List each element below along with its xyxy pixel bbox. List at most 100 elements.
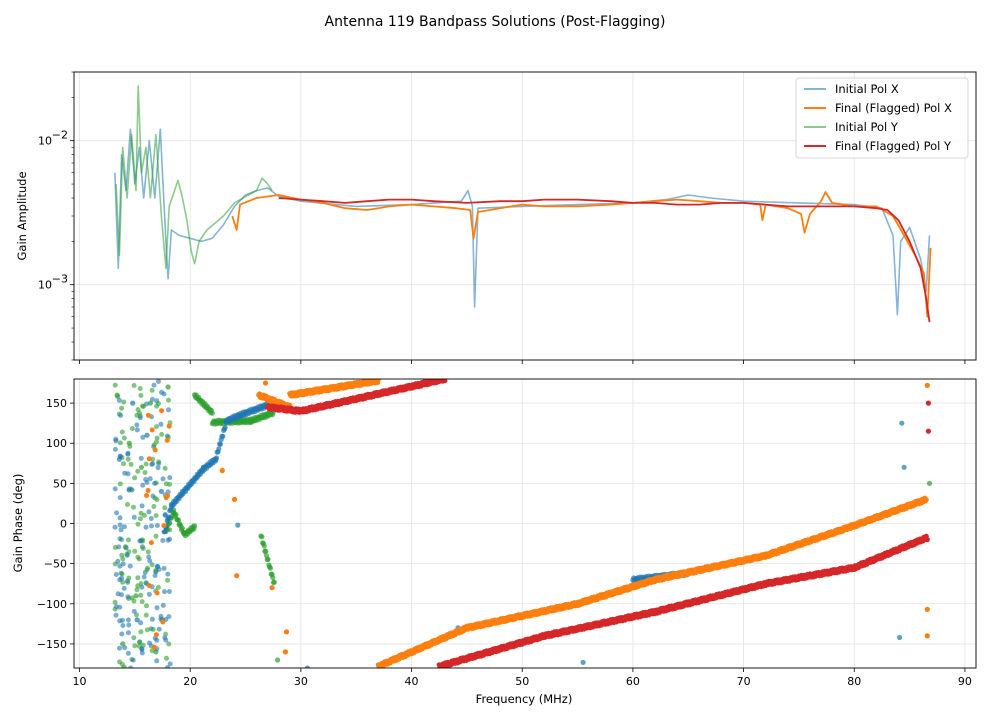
phase-point (150, 626, 156, 632)
amp-ytick-label: 10 (38, 135, 52, 148)
phase-point (113, 604, 119, 610)
phase-point (112, 524, 118, 530)
phase-point (122, 544, 128, 550)
phase-point (153, 533, 159, 539)
phase-point (161, 565, 167, 571)
phase-point (119, 592, 124, 598)
phase-point (121, 585, 127, 591)
phase-point (112, 486, 118, 492)
phase-point (135, 521, 141, 527)
amp-line-initial-y (115, 85, 273, 270)
phase-series-final-x (219, 379, 930, 668)
phase-point (126, 622, 132, 628)
phase-point (114, 510, 120, 516)
amp-line-final-x (231, 191, 932, 318)
phase-point (151, 504, 157, 509)
phase-point (117, 618, 123, 624)
phase-point (138, 629, 144, 635)
phase-point (145, 412, 151, 418)
phase-point (154, 590, 160, 596)
phase-point (165, 537, 171, 543)
phase-point (155, 584, 161, 590)
phase-point (129, 426, 135, 431)
chart-title: Antenna 119 Bandpass Solutions (Post-Fla… (325, 14, 666, 30)
ph-ytick-label--150: −150 (37, 638, 67, 651)
phase-series-group (112, 379, 933, 668)
ph-ytick-label-100: 100 (46, 437, 67, 450)
phase-point (144, 432, 150, 438)
phase-point (143, 461, 149, 467)
legend-box (795, 77, 969, 159)
phase-point (144, 480, 150, 485)
phase-point (925, 428, 932, 434)
phase-point (125, 617, 131, 623)
phase-point (154, 658, 160, 664)
phase-point (131, 514, 137, 520)
phase-point (165, 516, 171, 522)
ph-ytick-label-150: 150 (46, 397, 67, 410)
phase-point (158, 421, 164, 427)
phase-point (147, 476, 153, 482)
ph-ytick-label--100: −100 (37, 598, 67, 611)
phase-point (154, 605, 160, 611)
phase-point (153, 513, 159, 519)
phase-point (160, 538, 166, 543)
phase-point (117, 481, 123, 487)
phase-point (163, 631, 169, 637)
phase-point (148, 516, 154, 521)
phase-point (151, 382, 157, 388)
phase-point (140, 434, 146, 440)
phase-point (155, 465, 161, 471)
phase-point (161, 529, 167, 535)
phase-point (262, 380, 269, 386)
phase-point (154, 637, 160, 643)
phase-point (140, 404, 146, 409)
phase-point (137, 415, 143, 421)
phase-series-initial-x (116, 398, 907, 668)
phase-point (154, 523, 160, 528)
amp-ytick-exponent: −3 (52, 273, 68, 286)
x-tick-label-10: 10 (73, 675, 87, 688)
phase-point (271, 579, 277, 585)
legend-label-final-y: Final (Flagged) Pol Y (835, 139, 952, 153)
phase-point (154, 403, 160, 409)
phase-point (219, 467, 225, 474)
phase-point (283, 629, 290, 635)
phase-point (163, 481, 169, 487)
phase-point (924, 633, 930, 639)
phase-point (120, 561, 126, 567)
phase-point (143, 524, 149, 530)
phase-point (122, 470, 128, 476)
phase-point (375, 379, 381, 382)
phase-point (117, 515, 123, 521)
phase-point (901, 464, 907, 470)
phase-point (137, 386, 143, 391)
phase-point (163, 637, 169, 643)
phase-point (112, 599, 118, 605)
phase-point (209, 410, 215, 416)
legend-label-initial-y: Initial Pol Y (835, 120, 899, 134)
phase-point (144, 493, 150, 498)
phase-point (159, 431, 165, 437)
phase-point (120, 623, 126, 628)
phase-point (126, 486, 132, 492)
phase-x-ticks: 10 20 30 40 50 60 70 80 90 (73, 668, 972, 688)
phase-point (122, 645, 128, 651)
phase-point (166, 589, 172, 594)
phase-point (154, 497, 160, 503)
phase-point (304, 665, 311, 668)
legend-label-final-x: Final (Flagged) Pol X (835, 101, 952, 115)
legend-label-initial-x: Initial Pol X (835, 82, 899, 96)
phase-point (162, 465, 168, 471)
x-tick-label-30: 30 (294, 675, 308, 688)
phase-point (146, 509, 152, 515)
phase-point (117, 645, 122, 651)
phase-lowfreq-scatter (112, 379, 173, 668)
phase-point (165, 384, 171, 390)
phase-point (120, 579, 126, 585)
phase-point (139, 646, 145, 652)
phase-point (135, 554, 141, 560)
phase-point (118, 527, 124, 533)
phase-point (130, 657, 136, 663)
phase-point (130, 400, 136, 406)
